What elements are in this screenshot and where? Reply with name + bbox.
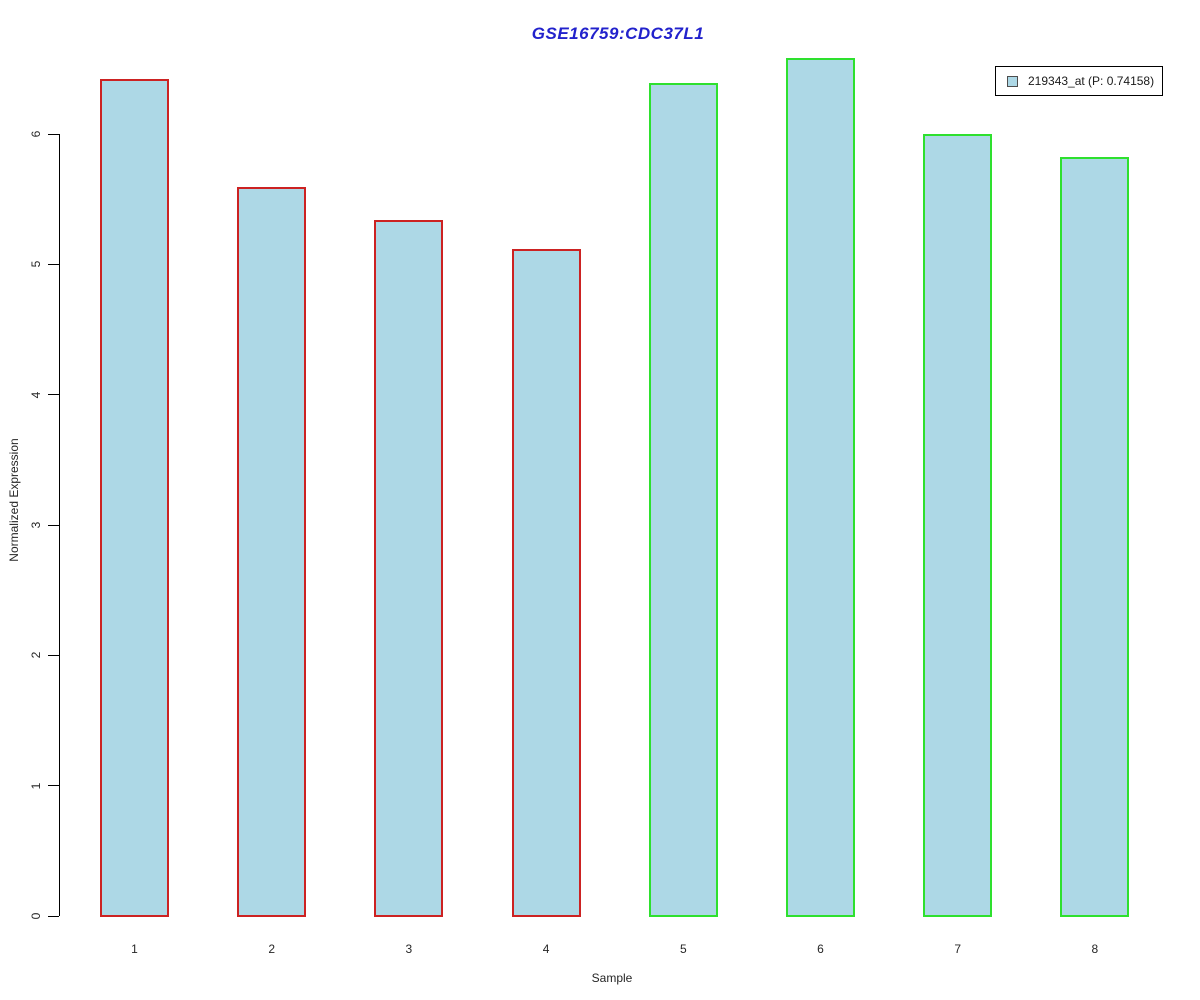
legend: 219343_at (P: 0.74158) [995,66,1163,96]
x-category-label: 2 [268,942,276,956]
y-tick-label: 0 [29,912,43,920]
bar-sample-3 [374,220,444,917]
y-tick-label: 4 [29,391,43,399]
bar-sample-5 [648,83,718,917]
bar-sample-7 [923,134,993,917]
y-tick-label: 3 [29,521,43,529]
y-axis-tick [48,785,59,787]
y-tick-label: 5 [29,261,43,268]
legend-swatch-icon [1007,75,1018,87]
y-axis-tick [48,263,59,265]
y-axis-tick [48,133,59,135]
y-axis-tick [48,524,59,526]
x-category-label: 1 [131,942,138,956]
bar-sample-4 [511,248,581,917]
chart-title: GSE16759:CDC37L1 [531,24,705,43]
y-axis-tick [48,394,59,396]
bar-sample-8 [1060,157,1130,917]
y-axis-title: Normalized Expression [7,438,21,562]
y-axis-tick [48,915,59,917]
legend-label: 219343_at (P: 0.74158) [1028,74,1155,88]
bar-sample-6 [786,58,855,917]
y-axis-line [59,134,60,916]
bar-sample-2 [237,187,307,917]
x-category-label: 3 [405,942,413,956]
y-tick-label: 6 [29,130,43,138]
x-axis-title: Sample [591,971,633,985]
x-category-label: 6 [817,942,824,956]
x-category-label: 7 [954,942,962,956]
x-category-label: 5 [679,942,687,956]
x-category-label: 8 [1091,942,1099,956]
bar-sample-1 [100,79,169,917]
y-tick-label: 2 [29,651,43,659]
y-axis-tick [48,654,59,656]
y-tick-label: 1 [29,782,43,789]
x-category-label: 4 [542,942,550,956]
